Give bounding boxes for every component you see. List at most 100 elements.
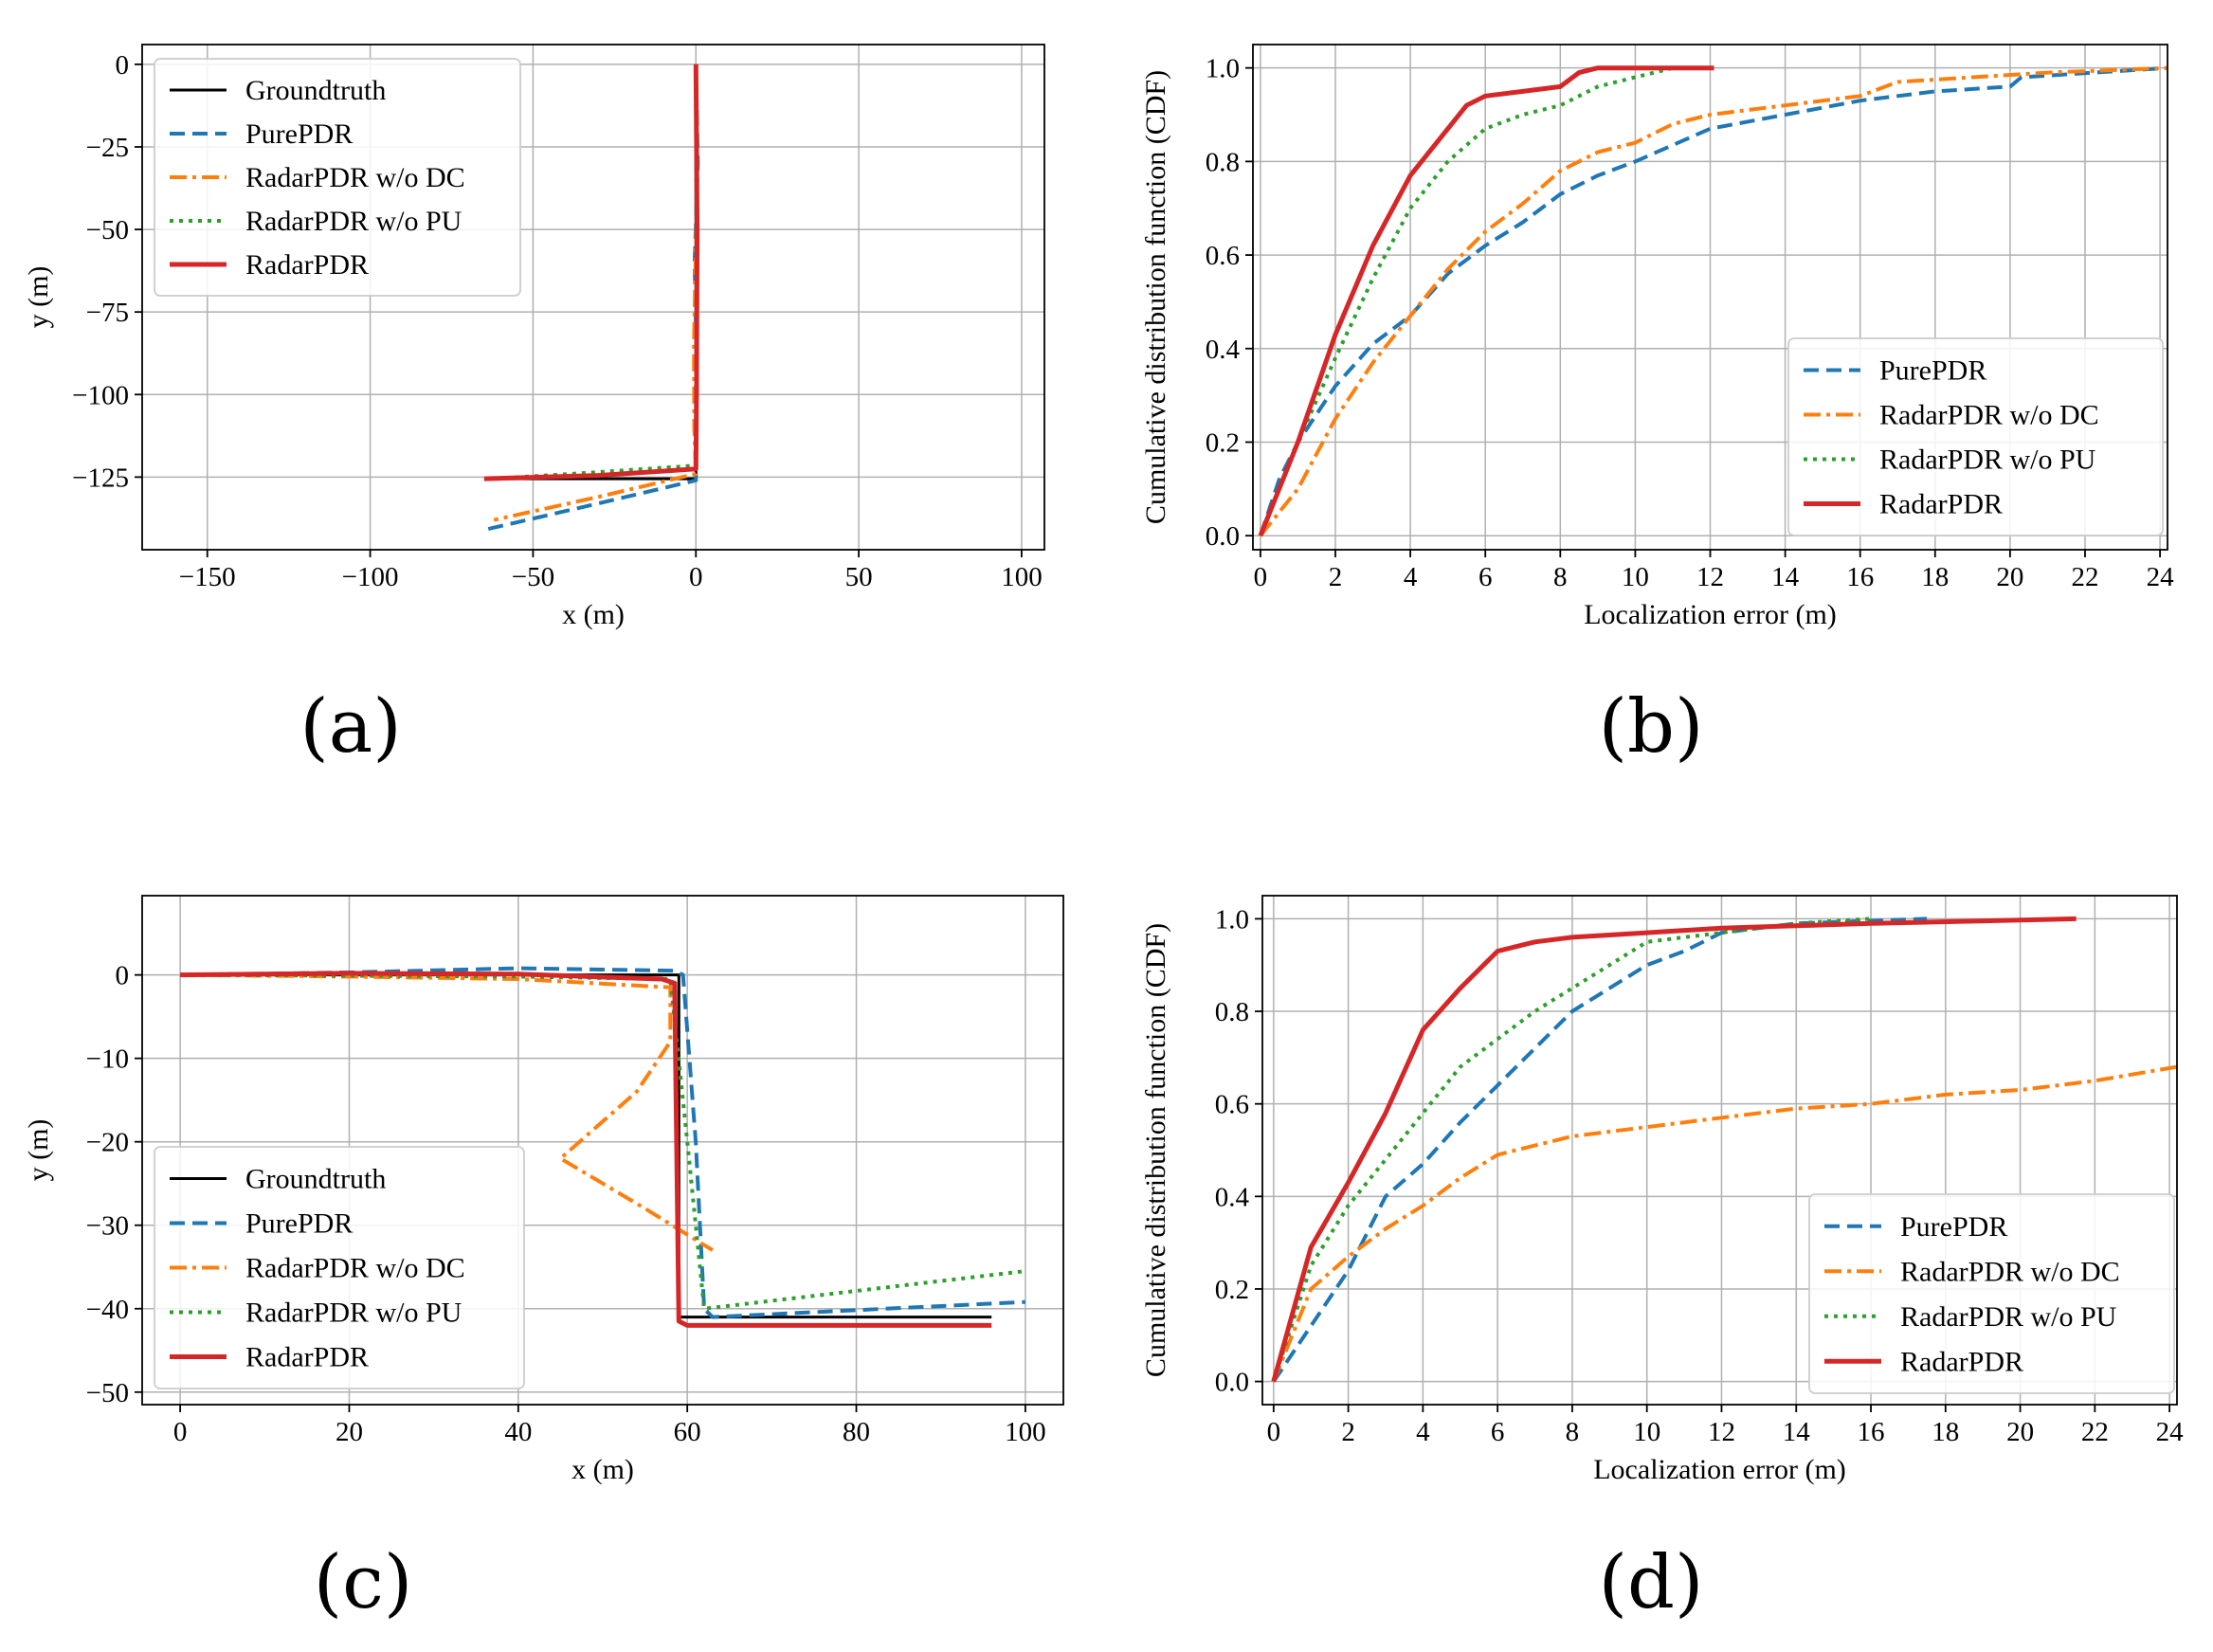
legend-label: RadarPDR w/o DC [245,162,465,193]
legend-label: Groundtruth [245,1164,386,1195]
chart-panel-b: 0 2 4 6 8 10 12 14 16 18 20 22 24 0.0 0.2 0.4 0.6 0.8 1.0 L… [1106,0,2213,654]
legend-label: RadarPDR w/o PU [1879,445,2096,476]
y-tick-label: −25 [86,133,129,163]
y-axis-label: Cumulative distribution function (CDF) [1140,70,1171,524]
plot-frame [141,895,1064,1406]
x-tick-label: 12 [1696,562,1724,592]
x-tick-label: 50 [845,562,873,592]
x-tick-label: 16 [1858,1417,1885,1447]
x-tick-label: 20 [1996,562,2023,592]
x-tick-label: 0 [1267,1417,1281,1447]
series-line-radarpdr [483,64,700,481]
x-tick-label: 40 [504,1417,532,1447]
legend-label: PurePDR [245,1208,353,1240]
chart-panel-c: 0 20 40 60 80 100 0 −10 −20 −30 −40 −50 x (m) y (m) Gr… [0,853,1106,1516]
legend-box [1808,1193,2175,1394]
series-line-radarpdr [1258,65,1714,537]
x-tick-label: 20 [336,1417,363,1447]
x-tick-label: 8 [1553,562,1568,592]
series-line-radarpdr-w-o-pu [494,64,698,481]
y-tick-label: 0 [116,961,130,991]
legend-label: RadarPDR w/o DC [1879,400,2099,431]
x-tick-label: 60 [674,1417,701,1447]
y-tick-label: −50 [86,1378,129,1408]
x-tick-label: 100 [1005,1417,1046,1447]
x-tick-label: 10 [1622,562,1649,592]
x-tick-label: 14 [1771,562,1800,592]
x-axis-label: x (m) [571,1454,634,1485]
cdf-chart-b: 0 2 4 6 8 10 12 14 16 18 20 22 240.00.20.40.60.81.0L… [1140,44,2175,630]
y-tick-label: 0.6 [1206,241,1240,271]
y-tick-label: −30 [86,1211,129,1242]
legend: Groundtruth PurePDR RadarPDR w/o DC RadarPD… [154,1146,525,1389]
x-axis-label: Localization error (m) [1584,599,1837,630]
plot-frame [141,44,1045,551]
chart-panel-a: −150 −100 −50 0 50 100 0 −25 −50 −75 −100 −125 x (m)… [0,0,1106,654]
x-tick-label: 24 [2147,562,2175,592]
x-tick-label: −50 [512,562,554,592]
y-tick-label: 1.0 [1206,54,1240,84]
y-tick-label: −75 [86,298,129,328]
legend-label: RadarPDR w/o PU [245,1298,463,1329]
x-tick-label: 4 [1416,1417,1430,1447]
legend-label: RadarPDR [1900,1346,2023,1377]
x-tick-label: 18 [1932,1417,1959,1447]
y-tick-label: −10 [86,1044,129,1075]
x-tick-label: 2 [1329,562,1343,592]
legend-label: RadarPDR [1879,489,2003,520]
cdf-chart-d: 0 2 4 6 8 10 12 14 16 18 20 22 240.00.20.40.60.81.0L… [1140,895,2185,1485]
y-tick-label: 0.4 [1206,335,1241,365]
y-axis-label: y (m) [23,266,54,329]
y-tick-label: 1.0 [1215,904,1249,935]
series-line-purepdr [180,966,1025,1319]
x-axis-label: Localization error (m) [1593,1454,1846,1485]
series-lines [483,64,700,533]
legend-box [154,1146,525,1389]
y-tick-label: 0.2 [1206,427,1240,458]
legend-label: RadarPDR w/o PU [1900,1301,2117,1333]
y-tick-label: 0.8 [1206,147,1240,177]
series-line-radarpdr-w-o-dc [1271,1064,2177,1383]
series-line-radarpdr [180,971,992,1328]
y-tick-label: 0.0 [1206,521,1240,552]
legend-label: Groundtruth [245,75,386,106]
subfigure-label-a: (a) [299,684,402,770]
legend-label: PurePDR [245,118,353,150]
x-tick-label: 0 [689,562,703,592]
legend-label: PurePDR [1900,1211,2007,1243]
legend: PurePDR RadarPDR w/o DC RadarPDR w/o PU Rad… [1808,1193,2175,1394]
subfigure-label-b: (b) [1598,684,1704,770]
series-line-radarpdr-w-o-dc [493,64,699,522]
x-tick-label: 12 [1708,1417,1735,1447]
legend: PurePDR RadarPDR w/o DC RadarPDR w/o PU Rad… [1787,337,2164,536]
y-axis-label: Cumulative distribution function (CDF) [1140,923,1171,1377]
legend-label: RadarPDR w/o DC [1900,1256,2120,1287]
x-tick-label: 14 [1783,1417,1811,1447]
x-tick-label: −150 [179,562,236,592]
x-tick-label: 4 [1404,562,1418,592]
series-line-radarpdr-w-o-dc [1259,65,2168,537]
legend: Groundtruth PurePDR RadarPDR w/o DC RadarPD… [154,58,521,297]
series-line-radarpdr-w-o-pu [1259,65,1674,536]
y-tick-label: 0 [116,50,130,81]
x-tick-label: 10 [1633,1417,1660,1447]
y-tick-label: 0.6 [1215,1090,1249,1120]
series-line-purepdr [1259,65,2168,536]
legend-box [1787,337,2164,536]
legend-label: RadarPDR [245,249,369,281]
x-tick-label: 100 [1001,562,1043,592]
legend-label: PurePDR [1879,355,1986,387]
series-lines [180,966,1026,1328]
x-tick-label: 22 [2071,562,2098,592]
legend-label: RadarPDR [245,1342,369,1373]
x-tick-label: 2 [1341,1417,1355,1447]
y-axis-label: y (m) [23,1119,54,1182]
trajectory-chart-a: −150 −100 −50 0 50 100 0 −25 −50 −75 −100 −125 x (m)… [23,44,1045,630]
y-tick-label: −40 [86,1295,129,1325]
series-line-radarpdr-w-o-pu [1271,917,1872,1383]
x-tick-label: 80 [843,1417,870,1447]
x-tick-label: 24 [2156,1417,2185,1447]
x-tick-label: −100 [342,562,399,592]
y-tick-label: −125 [72,463,129,493]
x-tick-label: 0 [173,1417,188,1447]
